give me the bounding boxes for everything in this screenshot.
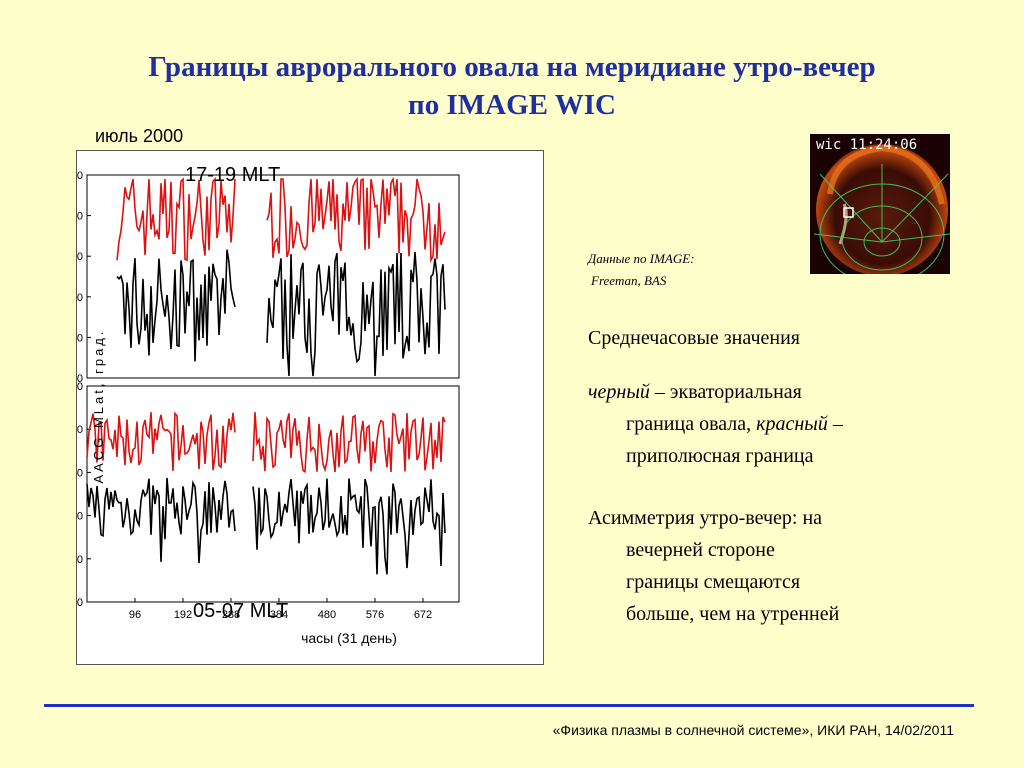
y-tick-label: 50 xyxy=(77,332,83,344)
black-word: черный xyxy=(588,381,650,403)
data-source: Данные по IMAGE: Freeman, BAS xyxy=(588,248,695,292)
slide-title: Границы аврорального овала на меридиане … xyxy=(40,48,984,124)
footer-citation: «Физика плазмы в солнечной системе», ИКИ… xyxy=(552,722,954,738)
y-tick-label: 60 xyxy=(77,292,83,304)
x-tick-label: 576 xyxy=(366,609,384,621)
y-tick-label: 50 xyxy=(77,554,83,566)
y-tick-label: 80 xyxy=(77,424,83,436)
notes-heading: Среднечасовые значения xyxy=(588,327,801,349)
black-description: – экваториальная xyxy=(649,381,802,403)
x-tick-label: 192 xyxy=(174,609,192,621)
legend-line-black: черный – экваториальная xyxy=(588,376,968,408)
chart-canvas: 40 50 60 70 80 90 17-19 MLT 40 50 60 70 80 90 96 192 28… xyxy=(77,164,460,646)
image-label: wic 11:24:06 xyxy=(816,137,917,153)
title-line-2: по IMAGE WIC xyxy=(408,89,616,121)
x-tick-label: 672 xyxy=(414,609,432,621)
boundary-chart: 40 50 60 70 80 90 17-19 MLT 40 50 60 70 80 90 96 192 28… xyxy=(76,150,544,665)
equatorward-boundary-series xyxy=(116,249,446,377)
y-tick-label: 40 xyxy=(77,373,83,385)
y-tick-label: 70 xyxy=(77,467,83,479)
dash-text: – xyxy=(827,413,843,435)
panel-label-morning: 05-07 MLT xyxy=(193,600,288,622)
y-tick-label: 40 xyxy=(77,597,83,609)
legend-line-poleward: приполюсная граница xyxy=(626,445,814,467)
y-axis-label: AACG MLat, град. xyxy=(91,329,106,484)
panel-label-evening: 17-19 MLT xyxy=(185,164,280,186)
boundary-text: граница овала, xyxy=(626,413,757,435)
poleward-boundary-series xyxy=(86,411,446,474)
x-tick-label: 96 xyxy=(129,609,141,621)
y-tick-label: 90 xyxy=(77,170,83,182)
y-tick-label: 60 xyxy=(77,511,83,523)
y-tick-label: 70 xyxy=(77,251,83,263)
source-line-1: Данные по IMAGE: xyxy=(588,251,695,266)
title-line-1: Границы аврорального овала на меридиане … xyxy=(148,51,876,83)
asymmetry-line-4: больше, чем на утренней xyxy=(626,603,840,625)
plot-frame-1 xyxy=(86,174,460,379)
asymmetry-line-2: вечерней стороне xyxy=(626,539,775,561)
period-label: июль 2000 xyxy=(95,126,184,146)
source-line-2: Freeman, BAS xyxy=(591,273,667,288)
x-axis-label: часы (31 день) xyxy=(301,630,397,646)
x-tick-label: 384 xyxy=(270,609,288,621)
asymmetry-line-1: Асимметрия утро-вечер: на xyxy=(588,507,823,529)
footer-rule xyxy=(44,704,974,707)
notes-block: Среднечасовые значения черный – экватори… xyxy=(588,322,968,630)
x-tick-label: 288 xyxy=(222,609,240,621)
plot-frame-2 xyxy=(86,385,460,603)
image-wic-auroral-image: wic 11:24:06 xyxy=(810,134,950,274)
equatorward-boundary-series xyxy=(86,477,446,575)
legend-line-red: граница овала, красный – xyxy=(588,408,968,440)
x-tick-label: 480 xyxy=(318,609,336,621)
asymmetry-line-3: границы смещаются xyxy=(626,571,801,593)
y-tick-label: 80 xyxy=(77,211,83,223)
poleward-boundary-series xyxy=(116,176,446,264)
red-word: красный xyxy=(756,413,828,435)
y-tick-label: 90 xyxy=(77,381,83,393)
